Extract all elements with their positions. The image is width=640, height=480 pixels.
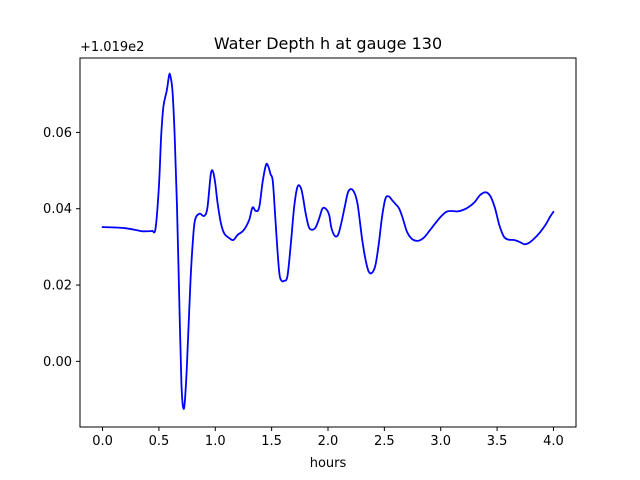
- y-tick-label: 0.02: [43, 279, 72, 294]
- x-tick-label: 1.0: [205, 434, 226, 449]
- x-tick-label: 1.5: [261, 434, 282, 449]
- y-axis-offset-label: +1.019e2: [80, 40, 144, 55]
- y-axis-ticks: 0.00 0.02 0.04 0.06: [43, 126, 80, 370]
- x-tick-label: 3.0: [430, 434, 451, 449]
- x-axis-ticks: 0.0 0.5 1.0 1.5 2.0 2.5 3.0 3.5 4.0: [92, 427, 564, 449]
- plot-area-frame: [79, 57, 577, 428]
- x-tick-label: 2.0: [318, 434, 339, 449]
- x-tick-label: 0.0: [92, 434, 113, 449]
- chart-title: Water Depth h at gauge 130: [214, 34, 442, 53]
- y-tick-label: 0.00: [43, 355, 72, 370]
- y-tick-label: 0.04: [43, 202, 72, 217]
- x-tick-label: 4.0: [543, 434, 564, 449]
- x-axis-label: hours: [310, 456, 347, 471]
- y-tick-label: 0.06: [43, 126, 72, 141]
- x-tick-label: 0.5: [149, 434, 170, 449]
- x-tick-label: 3.5: [487, 434, 508, 449]
- x-tick-label: 2.5: [374, 434, 395, 449]
- series-line-water-depth: [101, 72, 555, 410]
